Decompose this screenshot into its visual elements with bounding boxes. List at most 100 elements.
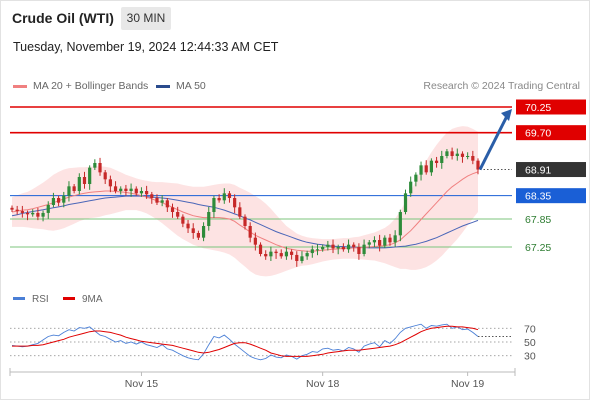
candle-body xyxy=(201,226,206,238)
candle-body xyxy=(46,205,50,213)
candle-body xyxy=(77,177,81,191)
candle-body xyxy=(165,200,169,208)
candle-body xyxy=(67,186,71,196)
candle-body xyxy=(150,194,154,198)
credit-text: Research © 2024 Trading Central xyxy=(423,80,580,92)
candle-body xyxy=(222,193,226,201)
rsi-line xyxy=(11,323,479,361)
candle-body xyxy=(445,151,449,156)
candle-body xyxy=(155,198,159,203)
x-tick-label: Nov 15 xyxy=(125,378,158,390)
rsi-ma-legend-label: 9MA xyxy=(82,294,103,305)
candle-body xyxy=(191,228,195,233)
candle-body xyxy=(72,186,76,191)
rsi-tick-label: 50 xyxy=(524,337,536,349)
candle-body xyxy=(113,186,118,191)
rsi-tick-label: 70 xyxy=(524,323,536,335)
ma20-swatch xyxy=(13,84,27,88)
x-tick-label: Nov 19 xyxy=(451,378,484,390)
candle-body xyxy=(471,156,475,161)
candle-body xyxy=(403,193,408,212)
rsi-tick-label: 30 xyxy=(524,351,536,363)
candle-body xyxy=(440,156,444,163)
timeframe-badge[interactable]: 30 MIN xyxy=(121,7,171,30)
level-label-bg-68.91 xyxy=(516,162,586,178)
candle-body xyxy=(424,165,428,173)
candle-body xyxy=(36,212,40,217)
candle-body xyxy=(466,156,470,157)
candle-body xyxy=(160,200,164,203)
candle-body xyxy=(378,240,382,246)
legend-label-ma50: MA 50 xyxy=(176,80,206,92)
candle-body xyxy=(139,191,144,194)
legend-item-ma20: MA 20 + Bollinger Bands xyxy=(13,80,148,92)
chart-header: Crude Oil (WTI) 30 MIN xyxy=(0,0,590,36)
candle-body xyxy=(434,160,439,163)
candle-body xyxy=(82,177,87,184)
candle-body xyxy=(108,179,112,187)
candle-body xyxy=(41,212,45,217)
candle-body xyxy=(176,212,180,217)
candle-body xyxy=(25,212,30,215)
candle-body xyxy=(212,198,216,212)
projection-arrowhead xyxy=(501,109,512,121)
level-label-70.25: 70.25 xyxy=(525,102,551,114)
rsi-legend-swatch xyxy=(13,297,25,300)
rsi-legend-label: RSI xyxy=(32,294,49,305)
candle-body xyxy=(315,249,320,251)
candle-body xyxy=(331,244,335,249)
candle-body xyxy=(419,165,423,175)
rsi-ma-line xyxy=(12,325,479,357)
candle-body xyxy=(305,253,309,257)
candle-body xyxy=(119,188,123,191)
candle-body xyxy=(93,163,97,168)
candle-body xyxy=(264,254,268,257)
candle-body xyxy=(181,216,185,224)
candle-body xyxy=(51,198,56,205)
level-label-68.35: 68.35 xyxy=(525,191,551,203)
candle-body xyxy=(279,253,283,257)
level-label-68.91: 68.91 xyxy=(525,165,551,177)
candle-body xyxy=(88,167,92,184)
candle-body xyxy=(217,198,221,201)
candles xyxy=(10,147,480,267)
rsi-ma-legend-swatch xyxy=(63,297,75,300)
candle-body xyxy=(460,153,465,157)
candle-body xyxy=(336,247,340,249)
ma50-swatch xyxy=(156,84,170,88)
x-tick-label: Nov 18 xyxy=(306,378,339,390)
bollinger-band xyxy=(12,126,478,277)
candle-body xyxy=(196,233,200,238)
candle-body xyxy=(367,242,371,245)
candle-body xyxy=(238,207,242,217)
candle-body xyxy=(248,226,252,238)
candle-body xyxy=(414,174,418,182)
instrument-title: Crude Oil (WTI) xyxy=(12,10,114,26)
candle-body xyxy=(20,211,24,213)
candle-body xyxy=(290,251,294,255)
candle-body xyxy=(450,151,454,156)
legend-label-ma20: MA 20 + Bollinger Bands xyxy=(33,80,149,92)
candle-body xyxy=(409,181,413,194)
level-label-69.70: 69.70 xyxy=(525,128,551,140)
candle-body xyxy=(357,247,361,254)
candle-body xyxy=(186,223,190,229)
candle-body xyxy=(269,251,273,257)
candle-body xyxy=(129,188,133,191)
candle-body xyxy=(170,207,175,212)
candle-body xyxy=(383,237,387,246)
candle-body xyxy=(134,188,138,194)
candle-body xyxy=(145,191,149,195)
candle-body xyxy=(227,193,232,198)
legend-item-ma50: MA 50 xyxy=(156,80,206,92)
candle-body xyxy=(295,254,299,261)
candle-body xyxy=(476,160,480,170)
candle-body xyxy=(310,249,314,254)
candle-body xyxy=(393,235,397,243)
candle-body xyxy=(258,244,263,254)
candle-body xyxy=(398,212,402,236)
candle-body xyxy=(253,237,257,245)
candle-body xyxy=(98,163,102,173)
candle-body xyxy=(300,256,304,261)
